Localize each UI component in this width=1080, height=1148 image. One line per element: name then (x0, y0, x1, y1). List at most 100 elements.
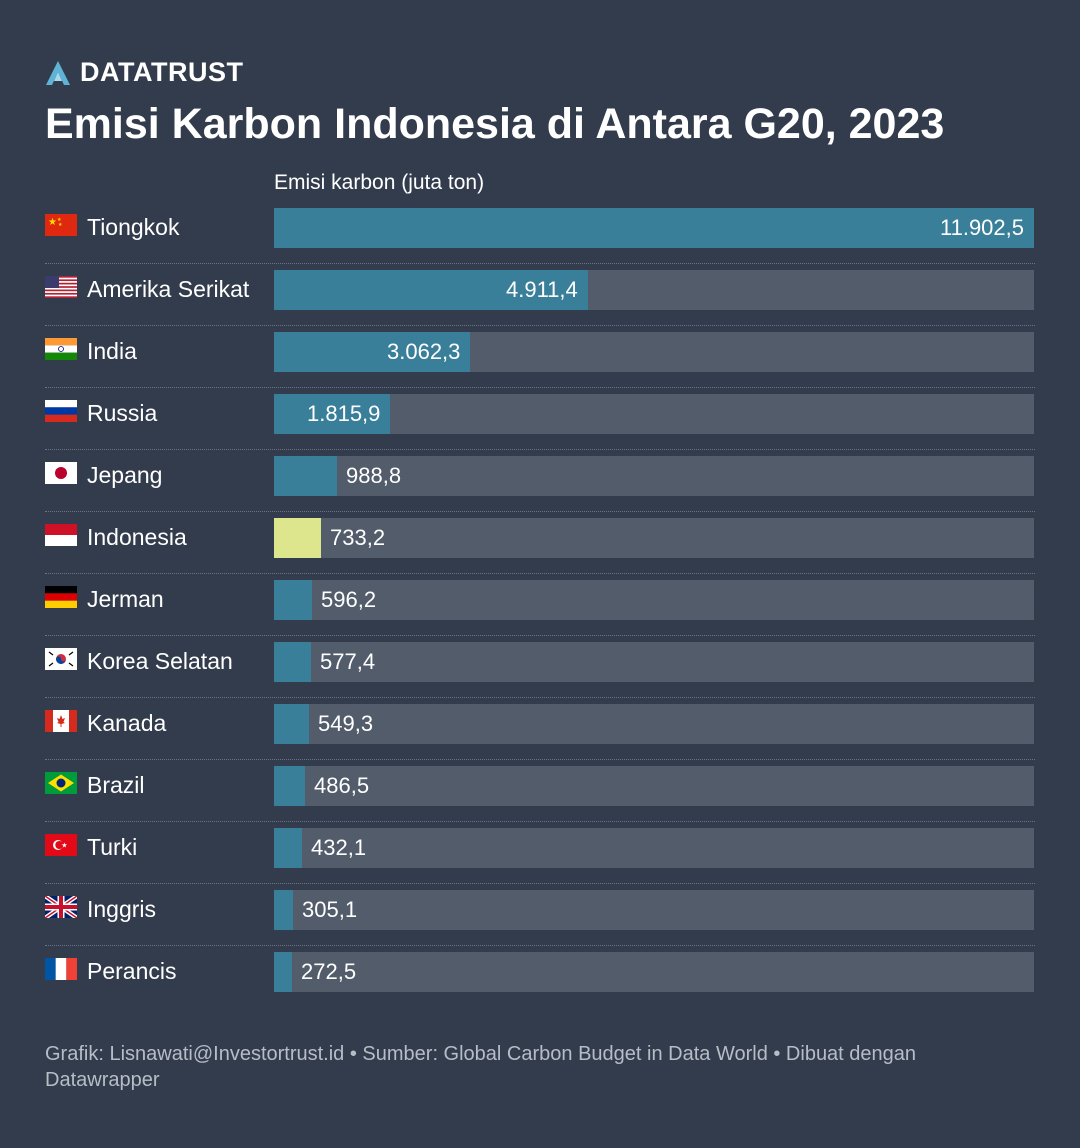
bar (274, 394, 390, 434)
chart-row: Kanada 549,3 (45, 698, 1035, 760)
value-label: 3.062,3 (387, 339, 461, 364)
row-divider (45, 821, 1035, 822)
row-divider (45, 759, 1035, 760)
brazil-flag-icon (45, 772, 77, 794)
bar-track: 486,5 (274, 766, 1034, 806)
category-label: Russia (87, 400, 158, 426)
france-flag-icon (45, 958, 77, 980)
chart-row: Russia 1.815,9 (45, 388, 1035, 450)
row-divider (45, 635, 1035, 636)
chart-row: Amerika Serikat 4.911,4 (45, 264, 1035, 326)
bar-chart: ★ ★ ★ Tiongkok 11.902,5 Amerika Serikat 4.911,… (45, 202, 1035, 1008)
svg-text:★: ★ (48, 217, 57, 228)
bar-track: 3.062,3 (274, 332, 1034, 372)
value-label: 4.911,4 (506, 277, 578, 302)
bar (274, 332, 470, 372)
bar (274, 766, 305, 806)
bar (274, 642, 311, 682)
row-divider (45, 945, 1035, 946)
chart-row: Indonesia 733,2 (45, 512, 1035, 574)
chart-row: ★ Turki 432,1 (45, 822, 1035, 884)
row-divider (45, 511, 1035, 512)
svg-text:★: ★ (58, 222, 63, 228)
japan-flag-icon (45, 462, 77, 484)
bar-track: 1.815,9 (274, 394, 1034, 434)
bar-track: 4.911,4 (274, 270, 1034, 310)
uk-flag-icon (45, 896, 77, 918)
chart-row: Jepang 988,8 (45, 450, 1035, 512)
bar (274, 890, 293, 930)
value-label: 432,1 (311, 835, 367, 860)
canada-flag-icon (45, 710, 77, 732)
chart-row: Jerman 596,2 (45, 574, 1035, 636)
bar-track: 988,8 (274, 456, 1034, 496)
row-divider (45, 573, 1035, 574)
bar-track: 596,2 (274, 580, 1034, 620)
value-label: 733,2 (330, 525, 386, 550)
category-label: Korea Selatan (87, 648, 233, 674)
chart-row: ★ ★ ★ Tiongkok 11.902,5 (45, 202, 1035, 264)
value-label: 486,5 (314, 773, 370, 798)
value-label: 596,2 (321, 587, 377, 612)
brand-name: DATATRUST (80, 57, 244, 87)
usa-flag-icon (45, 276, 77, 298)
row-divider (45, 325, 1035, 326)
value-axis-label: Emisi karbon (juta ton) (274, 171, 485, 194)
bar (274, 456, 337, 496)
south-korea-flag-icon (45, 648, 77, 670)
bar (274, 828, 302, 868)
bar-track: 733,2 (274, 518, 1034, 558)
category-label: Brazil (87, 772, 145, 798)
value-label: 1.815,9 (307, 401, 381, 426)
value-label: 549,3 (318, 711, 374, 736)
chart-row: Perancis 272,5 (45, 946, 1035, 1008)
bar-track: 432,1 (274, 828, 1034, 868)
row-divider (45, 263, 1035, 264)
bar (274, 518, 321, 558)
svg-text:★: ★ (61, 842, 67, 850)
chart-title: Emisi Karbon Indonesia di Antara G20, 20… (45, 100, 945, 148)
row-divider (45, 883, 1035, 884)
footer-credits: Grafik: Lisnawati@Investortrust.id • Sum… (45, 1043, 917, 1091)
bar-track: 577,4 (274, 642, 1034, 682)
svg-text:★: ★ (57, 217, 62, 223)
chart-row: Brazil 486,5 (45, 760, 1035, 822)
bar-track: 11.902,5 (274, 208, 1034, 248)
bar (274, 580, 312, 620)
category-label: Inggris (87, 896, 157, 922)
value-label: 577,4 (320, 649, 376, 674)
chart-row: Inggris 305,1 (45, 884, 1035, 946)
bar (274, 952, 292, 992)
bar-track: 549,3 (274, 704, 1034, 744)
category-label: Jepang (87, 462, 163, 488)
indonesia-flag-icon (45, 524, 77, 546)
bar-track: 305,1 (274, 890, 1034, 930)
category-label: India (87, 338, 137, 364)
value-label: 11.902,5 (940, 215, 1025, 240)
category-label: Tiongkok (87, 214, 180, 240)
category-label: Amerika Serikat (87, 276, 250, 302)
value-label: 305,1 (302, 897, 358, 922)
bar-track: 272,5 (274, 952, 1034, 992)
category-label: Kanada (87, 710, 167, 736)
value-label: 988,8 (346, 463, 402, 488)
brand-logo: DATATRUST (45, 57, 243, 88)
category-label: Perancis (87, 958, 177, 984)
category-label: Turki (87, 834, 138, 860)
category-label: Indonesia (87, 524, 187, 550)
bar (274, 704, 309, 744)
row-divider (45, 387, 1035, 388)
chart-row: India 3.062,3 (45, 326, 1035, 388)
bar (274, 270, 588, 310)
turkey-flag-icon: ★ (45, 834, 77, 856)
bar (274, 208, 1034, 248)
india-flag-icon (45, 338, 77, 360)
russia-flag-icon (45, 400, 77, 422)
row-divider (45, 697, 1035, 698)
chart-row: Korea Selatan 577,4 (45, 636, 1035, 698)
datatrust-logo-icon (46, 60, 70, 85)
value-label: 272,5 (301, 959, 357, 984)
china-flag-icon: ★ ★★ (45, 214, 77, 236)
category-label: Jerman (87, 586, 164, 612)
germany-flag-icon (45, 586, 77, 608)
